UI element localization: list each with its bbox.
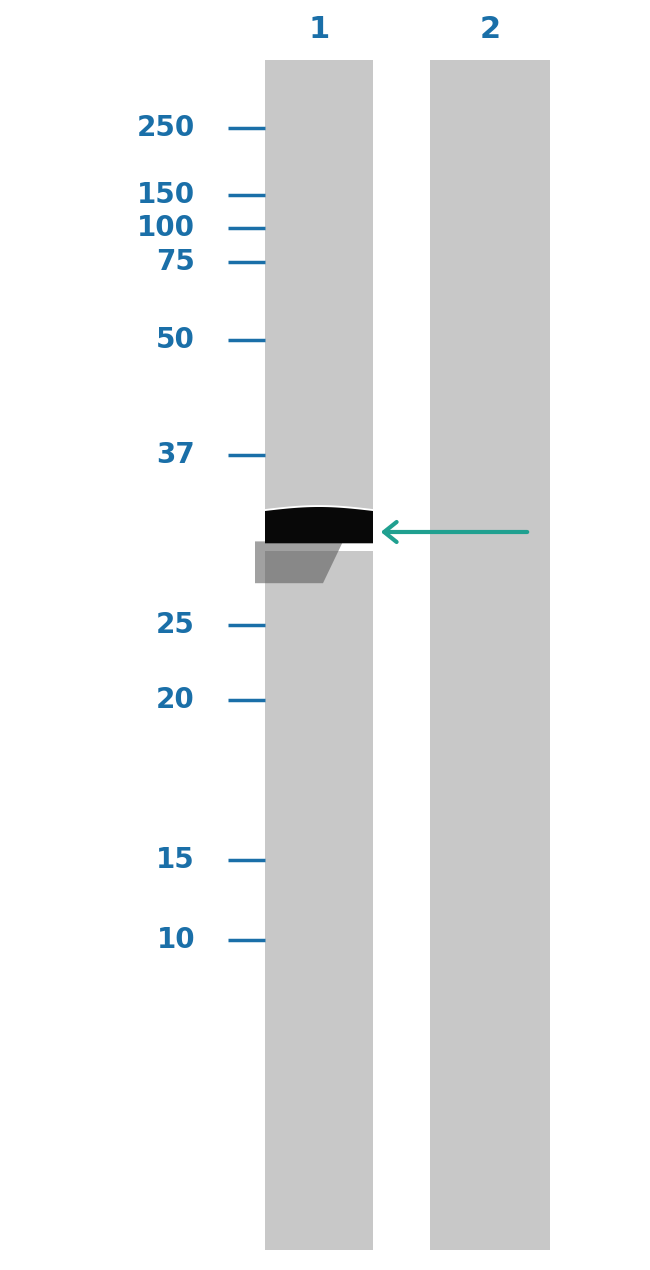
Text: 150: 150 <box>137 182 195 210</box>
Text: 100: 100 <box>137 215 195 243</box>
Polygon shape <box>265 547 373 551</box>
Polygon shape <box>265 518 373 525</box>
Text: 25: 25 <box>156 611 195 639</box>
Polygon shape <box>265 532 373 537</box>
Polygon shape <box>265 538 373 544</box>
Polygon shape <box>265 535 373 538</box>
Polygon shape <box>265 516 373 522</box>
Polygon shape <box>265 527 373 532</box>
Polygon shape <box>265 528 373 533</box>
Polygon shape <box>265 530 373 535</box>
Polygon shape <box>265 505 373 513</box>
Polygon shape <box>265 545 373 549</box>
Text: 2: 2 <box>480 15 500 44</box>
Polygon shape <box>265 522 373 528</box>
Text: 15: 15 <box>156 846 195 874</box>
Text: 1: 1 <box>308 15 330 44</box>
Text: 250: 250 <box>136 114 195 142</box>
Text: 75: 75 <box>156 248 195 276</box>
Text: 10: 10 <box>157 926 195 954</box>
Text: 50: 50 <box>156 326 195 354</box>
Bar <box>430 60 550 1250</box>
Polygon shape <box>265 511 373 518</box>
Polygon shape <box>265 508 373 516</box>
Polygon shape <box>265 537 373 542</box>
Polygon shape <box>265 546 373 550</box>
Polygon shape <box>265 542 373 547</box>
Polygon shape <box>265 521 373 527</box>
Polygon shape <box>265 540 373 545</box>
Polygon shape <box>265 507 373 514</box>
Polygon shape <box>265 519 373 526</box>
Polygon shape <box>265 531 373 536</box>
Bar <box>265 60 373 1250</box>
Polygon shape <box>265 541 373 546</box>
Polygon shape <box>265 512 373 519</box>
Polygon shape <box>265 509 373 517</box>
Polygon shape <box>265 507 373 544</box>
Text: 37: 37 <box>156 441 195 469</box>
Polygon shape <box>265 514 373 521</box>
Polygon shape <box>265 525 373 530</box>
Polygon shape <box>265 517 373 523</box>
Polygon shape <box>265 526 373 531</box>
Polygon shape <box>255 541 343 583</box>
Polygon shape <box>265 536 373 541</box>
Text: 20: 20 <box>156 686 195 714</box>
